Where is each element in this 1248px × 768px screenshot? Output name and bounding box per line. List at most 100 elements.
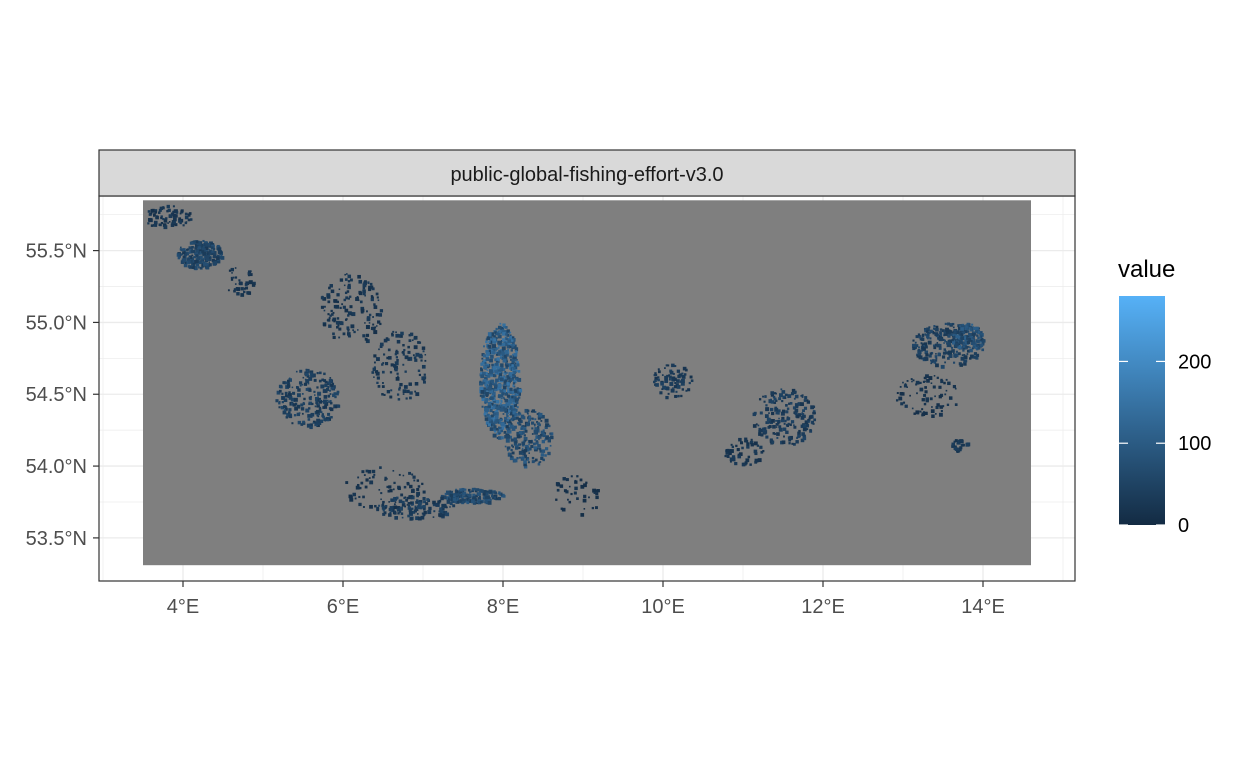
effort-cell (528, 443, 530, 446)
effort-cell (915, 335, 919, 339)
effort-cell (246, 291, 250, 295)
effort-cell (531, 456, 535, 460)
effort-cell (356, 483, 360, 487)
effort-cell (498, 432, 501, 435)
effort-cell (916, 353, 919, 357)
effort-cell (567, 498, 569, 501)
effort-cell (484, 402, 487, 404)
effort-cell (947, 322, 951, 326)
effort-cell (523, 460, 527, 464)
effort-cell (537, 444, 541, 448)
effort-cell (360, 306, 365, 311)
effort-cell (421, 512, 424, 515)
effort-cell (415, 392, 420, 397)
effort-cell (369, 480, 374, 485)
effort-cell (574, 479, 577, 482)
effort-cell (966, 353, 969, 355)
effort-cell (500, 394, 504, 398)
effort-cell (410, 502, 414, 506)
effort-cell (316, 418, 321, 423)
effort-cell (936, 343, 941, 348)
effort-cell (503, 407, 508, 412)
effort-cell (204, 246, 209, 250)
effort-cell (412, 510, 416, 514)
effort-cell (519, 420, 523, 424)
effort-cell (378, 313, 383, 317)
effort-cell (399, 506, 403, 511)
effort-cell (187, 260, 191, 264)
effort-cell (504, 422, 507, 424)
effort-cell (498, 404, 501, 407)
effort-cell (178, 217, 182, 221)
effort-cell (531, 433, 534, 435)
effort-cell (168, 214, 173, 218)
effort-cell (968, 327, 971, 330)
effort-cell (489, 389, 494, 393)
effort-cell (360, 481, 364, 485)
raster-na-area (143, 200, 1031, 566)
effort-cell (278, 384, 283, 389)
effort-cell (945, 378, 948, 381)
effort-cell (349, 497, 354, 502)
effort-cell (494, 430, 497, 433)
effort-cell (214, 253, 217, 255)
effort-cell (216, 244, 220, 248)
effort-cell (776, 432, 780, 436)
effort-cell (954, 403, 958, 407)
effort-cell (953, 352, 955, 355)
effort-cell (413, 479, 416, 482)
effort-cell (497, 496, 502, 501)
effort-cell (775, 426, 778, 428)
effort-cell (963, 360, 967, 364)
effort-cell (196, 242, 200, 246)
effort-cell (362, 286, 366, 290)
effort-cell (939, 405, 943, 409)
effort-cell (780, 411, 785, 416)
effort-cell (951, 346, 954, 349)
effort-cell (812, 420, 814, 423)
effort-cell (153, 213, 156, 217)
effort-cell (924, 356, 928, 361)
effort-cell (491, 391, 496, 396)
effort-cell (926, 332, 930, 336)
effort-cell (792, 406, 797, 410)
effort-cell (494, 420, 498, 424)
effort-cell (475, 494, 478, 498)
effort-cell (508, 342, 511, 345)
effort-cell (310, 416, 313, 418)
effort-cell (411, 507, 414, 510)
effort-cell (933, 325, 936, 328)
effort-cell (232, 276, 235, 279)
effort-cell (519, 435, 523, 438)
effort-cell (461, 498, 465, 501)
effort-cell (729, 460, 732, 463)
effort-cell (484, 496, 488, 500)
effort-cell (501, 338, 506, 342)
effort-cell (395, 331, 397, 334)
effort-cell (373, 361, 376, 364)
effort-cell (741, 446, 744, 450)
effort-cell (504, 391, 509, 396)
effort-cell (188, 265, 192, 269)
effort-cell (152, 224, 156, 227)
effort-cell (424, 354, 427, 356)
effort-cell (513, 458, 518, 463)
effort-cell (341, 303, 344, 306)
effort-cell (480, 390, 485, 394)
effort-cell (785, 404, 788, 407)
effort-cell (497, 346, 500, 349)
effort-cell (499, 404, 503, 408)
effort-cell (502, 358, 507, 363)
effort-cell (174, 214, 178, 218)
effort-cell (975, 326, 979, 331)
effort-cell (515, 444, 519, 449)
effort-cell (488, 419, 493, 424)
effort-cell (417, 485, 421, 488)
effort-cell (595, 495, 599, 500)
effort-cell (186, 248, 189, 251)
effort-cell (502, 404, 506, 408)
effort-cell (918, 334, 921, 338)
effort-cell (922, 358, 925, 360)
effort-cell (373, 354, 377, 358)
effort-cell (521, 431, 525, 435)
